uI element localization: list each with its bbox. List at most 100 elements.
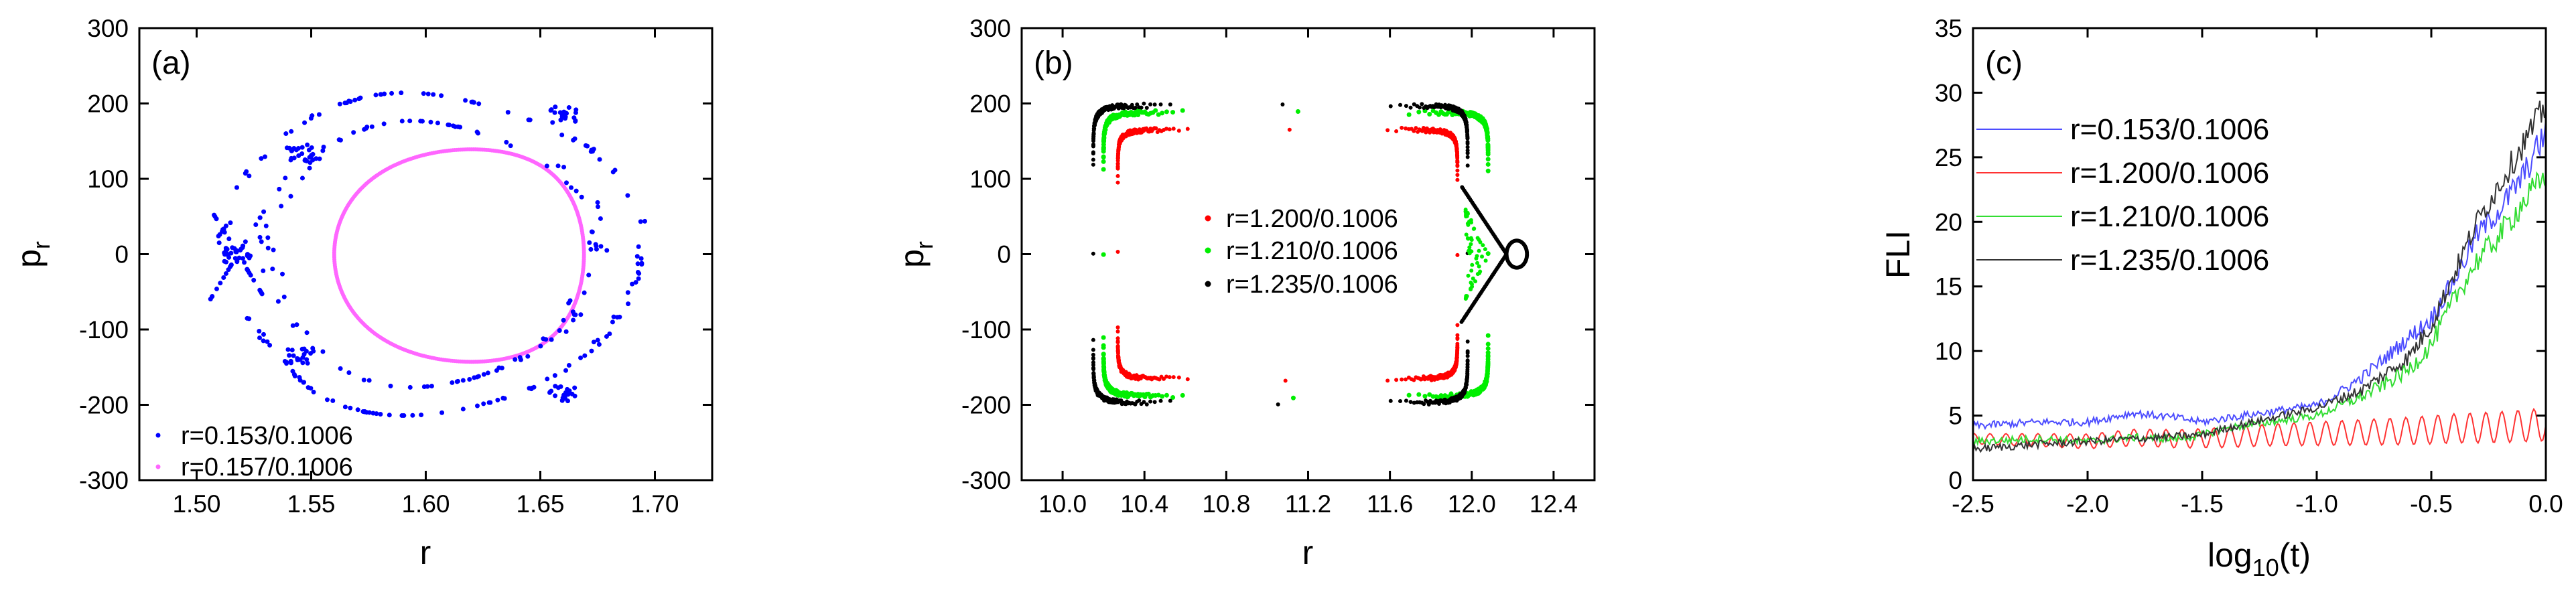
orbit-point: [373, 92, 379, 98]
orbit-point: [261, 209, 267, 214]
orbit-point: [495, 397, 500, 402]
orbit-point: [1427, 392, 1432, 397]
x-tick-label: 11.2: [1285, 490, 1331, 518]
panel-b-xlabel: r: [1302, 534, 1314, 571]
orbit-point: [1465, 155, 1470, 159]
orbit-point: [351, 130, 356, 135]
orbit-point: [1469, 269, 1474, 273]
orbit-point: [224, 259, 229, 265]
orbit-point: [633, 280, 638, 285]
orbit-point: [283, 131, 289, 137]
orbit-point: [1170, 395, 1176, 400]
series-line-2: [1972, 407, 2547, 449]
y-tick-label: 300: [87, 15, 129, 42]
orbit-point: [257, 287, 263, 293]
orbit-point: [636, 271, 642, 276]
orbit-point: [555, 163, 561, 169]
orbit-point: [232, 246, 237, 251]
orbit-point: [228, 250, 234, 256]
orbit-point: [1394, 378, 1399, 382]
orbit-point: [1465, 163, 1470, 168]
orbit-point: [626, 301, 631, 307]
orbit-point: [214, 286, 219, 291]
orbit-point: [257, 234, 263, 240]
orbit-point: [572, 136, 578, 141]
panel-b-ylabel: pr: [893, 241, 938, 268]
orbit-point: [248, 273, 253, 278]
orbit-point: [223, 271, 228, 276]
orbit-point: [410, 413, 415, 418]
orbit-point: [591, 340, 596, 345]
orbit-point: [1454, 355, 1459, 360]
orbit-point: [499, 366, 504, 371]
orbit-point: [245, 268, 251, 273]
panel-c-ylabel: FLI: [1879, 230, 1917, 279]
orbit-point: [259, 156, 264, 161]
orbit-point: [1148, 126, 1153, 131]
orbit-point: [1101, 167, 1106, 172]
orbit-point: [1471, 226, 1476, 231]
orbit-point: [1412, 102, 1416, 106]
orbit-point: [299, 151, 305, 157]
orbit-point: [1485, 251, 1491, 256]
legend-marker-a2: [155, 464, 161, 469]
orbit-point: [558, 117, 563, 123]
orbit-point: [481, 372, 486, 377]
orbit-point: [399, 90, 404, 96]
y-tick-label: 5: [1948, 402, 1962, 430]
x-tick-label: -1.5: [2181, 490, 2224, 518]
orbit-point: [635, 261, 640, 267]
x-tick-label: -2.5: [1952, 490, 1994, 518]
orbit-point: [593, 242, 598, 247]
orbit-point: [1404, 126, 1408, 131]
y-tick-label: -100: [79, 316, 129, 344]
orbit-point: [429, 384, 434, 389]
orbit-point: [458, 125, 463, 130]
orbit-point: [1469, 286, 1473, 291]
x-tick-label: 10.8: [1202, 490, 1250, 518]
orbit-point: [614, 315, 620, 320]
orbit-point: [1160, 394, 1165, 399]
orbit-point: [378, 92, 383, 97]
series-line-3: [1972, 171, 2547, 447]
orbit-point: [324, 397, 330, 402]
orbit-point: [358, 95, 363, 100]
orbit-point: [366, 410, 372, 415]
orbit-point: [234, 185, 239, 190]
orbit-point: [1115, 180, 1120, 185]
orbit-point: [563, 368, 569, 373]
orbit-point: [1400, 377, 1404, 382]
orbit-point: [1480, 254, 1485, 259]
orbit-point: [288, 194, 293, 199]
orbit-point: [1091, 338, 1095, 342]
orbit-point: [1144, 106, 1149, 110]
orbit-point: [279, 204, 284, 209]
panel-b-legend: r=1.200/0.1006 r=1.210/0.1006 r=1.235/0.…: [1205, 205, 1398, 299]
orbit-point: [1406, 127, 1411, 131]
orbit-point: [446, 122, 451, 127]
orbit-point: [1455, 342, 1460, 346]
orbit-point: [216, 240, 222, 246]
orbit-point: [517, 355, 523, 360]
orbit-point: [366, 378, 372, 383]
legend-label-b1: r=1.200/0.1006: [1226, 205, 1398, 233]
orbit-point: [625, 193, 630, 198]
orbit-point: [460, 406, 466, 412]
panel-c: -2.5 -2.0 -1.5 -1.0 -0.5 0.0 0 5 10 15 20 25 30 35 (c…: [1879, 15, 2563, 581]
orbit-point: [611, 314, 616, 319]
orbit-point: [1101, 365, 1107, 370]
x-tick-label: 12.4: [1530, 490, 1578, 518]
orbit-point: [348, 99, 353, 104]
y-tick-label: 0: [1948, 467, 1962, 494]
orbit-point: [1168, 398, 1172, 403]
orbit-point: [1485, 168, 1491, 173]
legend-label-a1: r=0.153/0.1006: [181, 422, 353, 450]
orbit-point: [1469, 220, 1474, 225]
orbit-point: [474, 129, 480, 135]
orbit-point: [346, 370, 352, 376]
orbit-point: [1404, 377, 1408, 382]
orbit-point: [595, 338, 600, 343]
orbit-point: [418, 119, 423, 124]
orbit-point: [1176, 375, 1181, 380]
